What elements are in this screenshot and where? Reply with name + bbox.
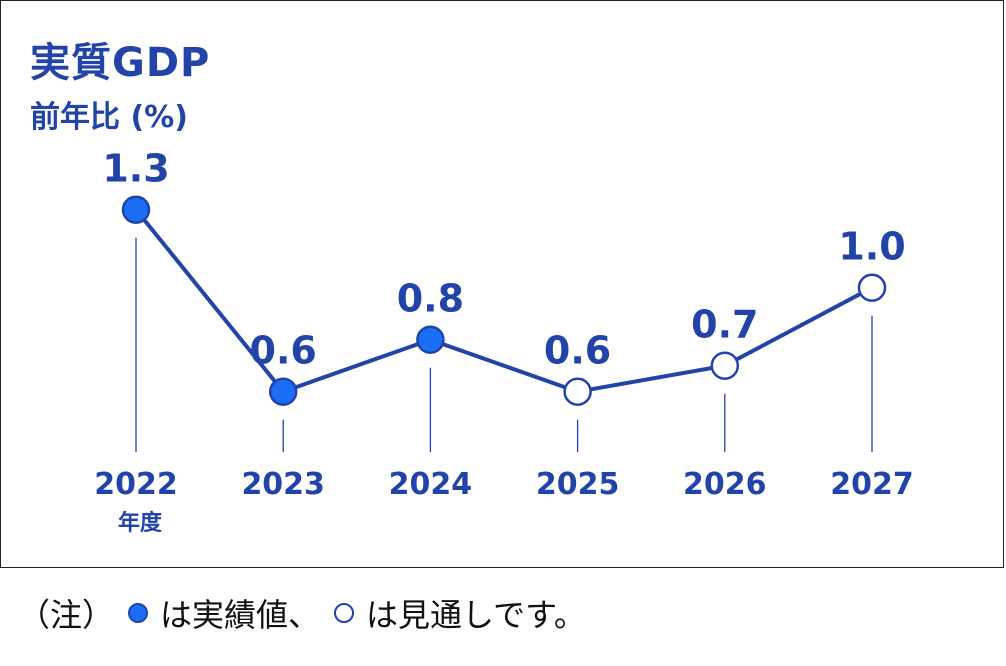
value-label: 1.3 <box>102 147 169 191</box>
x-tick-label: 2026 <box>683 467 767 502</box>
legend-note: （注） は実績値、 は見通しです。 <box>18 590 586 636</box>
value-label: 0.8 <box>397 277 464 321</box>
data-point-forecast <box>857 273 887 302</box>
series-line <box>134 208 873 395</box>
line-chart: 1.3 0.6 0.8 0.6 0.7 1.0 2022 2023 2024 2025 2026 2… <box>94 147 914 536</box>
data-point-actual <box>268 377 298 406</box>
x-tick-label: 2025 <box>536 467 620 502</box>
x-tick-label: 2022 <box>94 467 178 502</box>
value-label: 1.0 <box>838 225 905 269</box>
data-point-forecast <box>710 351 740 380</box>
note-prefix: （注） <box>18 596 115 634</box>
value-label: 0.7 <box>691 303 758 347</box>
hollow-circle-icon <box>334 603 355 623</box>
data-point-actual <box>121 195 151 224</box>
y-axis-label: 前年比 (%) <box>30 100 188 135</box>
chart-title: 実質GDP <box>30 40 211 86</box>
x-tick-label: 2023 <box>241 467 325 502</box>
x-axis-unit-label: 年度 <box>118 510 163 536</box>
data-point-actual <box>416 325 445 354</box>
data-point-forecast <box>563 377 592 406</box>
note-actual-text: は実績値、 <box>160 596 321 634</box>
x-tick-label: 2027 <box>830 467 914 502</box>
value-label: 0.6 <box>544 329 611 373</box>
value-label: 0.6 <box>250 329 317 373</box>
filled-circle-icon <box>128 603 149 623</box>
chart-frame <box>0 0 1004 568</box>
note-forecast-text: は見通しです。 <box>366 596 586 634</box>
x-tick-label: 2024 <box>389 467 473 502</box>
